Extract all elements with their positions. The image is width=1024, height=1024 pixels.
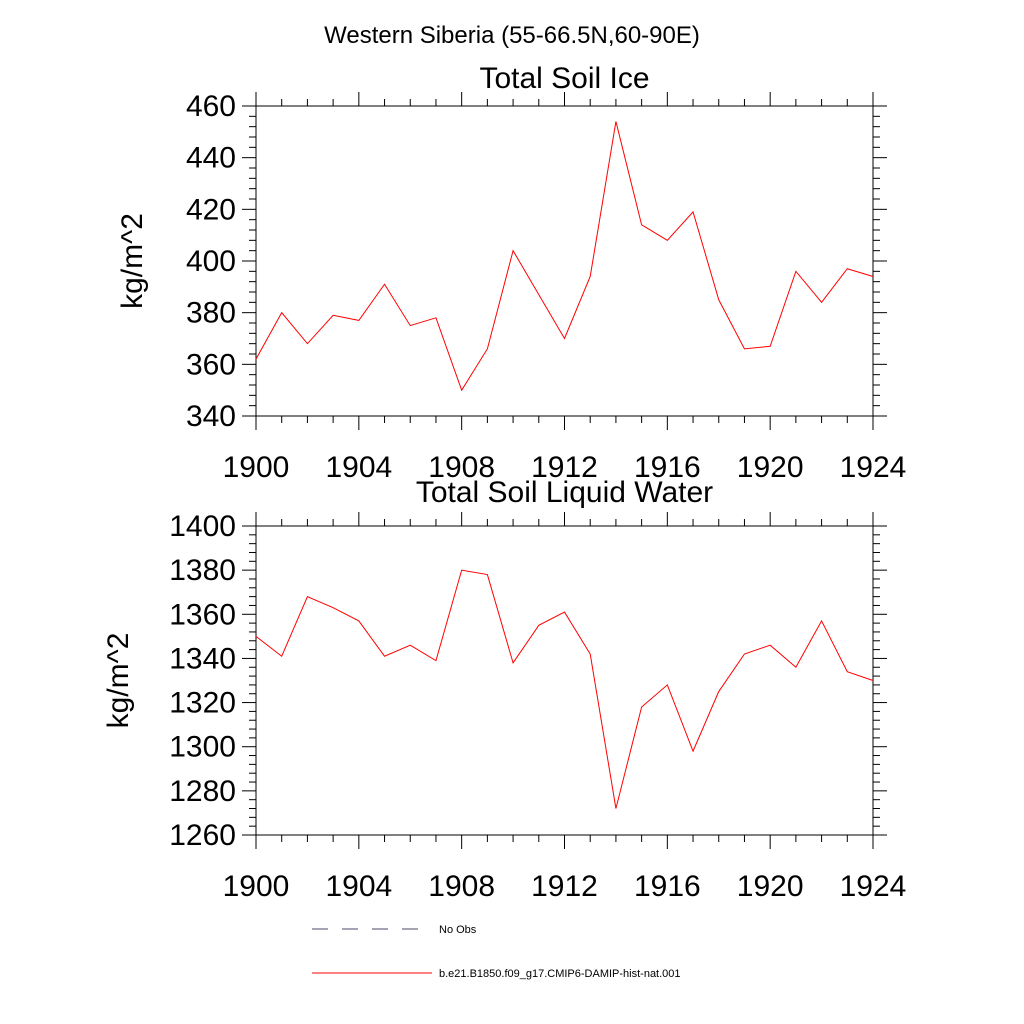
x-tick-label: 1900: [223, 870, 290, 903]
x-tick-label: 1908: [428, 870, 495, 903]
x-tick-label: 1904: [325, 451, 392, 484]
y-tick-label: 360: [186, 348, 236, 381]
plot-frame: [255, 525, 874, 836]
y-axis-label: kg/m^2: [116, 213, 149, 309]
x-tick-label: 1916: [634, 870, 701, 903]
x-tick-label: 1920: [737, 870, 804, 903]
legend-label: b.e21.B1850.f09_g17.CMIP6-DAMIP-hist-nat…: [439, 968, 681, 980]
y-tick-label: 380: [186, 297, 236, 330]
series-line: [255, 121, 874, 392]
y-tick-label: 460: [186, 90, 236, 123]
x-tick-label: 1916: [634, 451, 701, 484]
panel-total-soil-liquid-water: Total Soil Liquid Water kg/m^2 1900 1904 190…: [102, 476, 906, 903]
x-tick-label: 1912: [531, 451, 598, 484]
series-line: [255, 569, 874, 809]
x-tick-label: 1920: [737, 451, 804, 484]
y-tick-label: 400: [186, 245, 236, 278]
y-tick-label: 1400: [169, 510, 236, 543]
y-tick-label: 1300: [169, 731, 236, 764]
x-tick-label: 1924: [840, 451, 907, 484]
y-tick-label: 1280: [169, 775, 236, 808]
y-tick-label: 1360: [169, 598, 236, 631]
y-tick-label: 420: [186, 193, 236, 226]
y-tick-label: 1340: [169, 642, 236, 675]
y-tick-label: 340: [186, 400, 236, 433]
x-tick-label: 1912: [531, 870, 598, 903]
y-tick-label: 1380: [169, 554, 236, 587]
panel-total-soil-ice: Total Soil Ice kg/m^2 1900 1904 1908 1912 1916…: [116, 62, 906, 484]
y-axis-label: kg/m^2: [102, 633, 135, 729]
y-tick-label: 1260: [169, 819, 236, 852]
x-tick-label: 1904: [325, 870, 392, 903]
y-tick-label: 440: [186, 142, 236, 175]
legend-label: No Obs: [439, 924, 477, 936]
x-tick-label: 1900: [223, 451, 290, 484]
panel-title: Total Soil Liquid Water: [416, 476, 713, 509]
y-tick-label: 1320: [169, 687, 236, 720]
legend: No Obs b.e21.B1850.f09_g17.CMIP6-DAMIP-hi…: [312, 924, 681, 980]
x-tick-label: 1924: [840, 870, 907, 903]
panel-title: Total Soil Ice: [479, 62, 649, 95]
x-tick-label: 1908: [428, 451, 495, 484]
plot-frame: [255, 105, 874, 417]
figure-title: Western Siberia (55-66.5N,60-90E): [324, 22, 700, 49]
